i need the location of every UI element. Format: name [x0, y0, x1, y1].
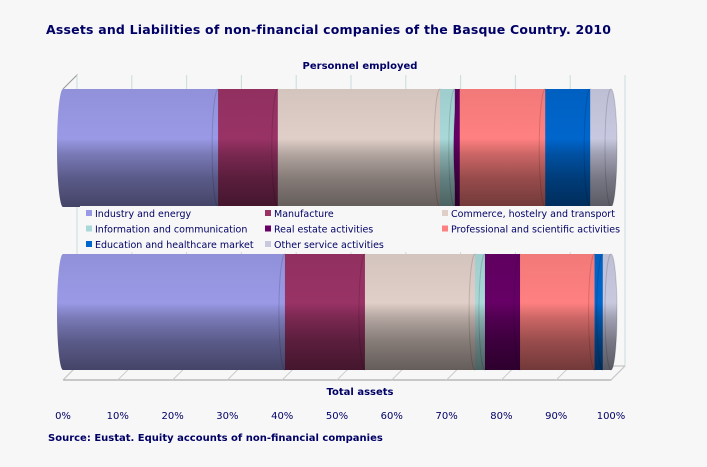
category-label: Personnel employed [303, 61, 418, 72]
legend-label: Real estate activities [274, 225, 373, 236]
bar-segment [63, 89, 219, 207]
legend-label: Other service activities [274, 240, 384, 251]
x-tick-label: 0% [55, 411, 71, 422]
bar-start-cap [57, 254, 69, 370]
bar-start-cap [57, 89, 69, 207]
legend-swatch [265, 241, 271, 247]
bar-segment [459, 89, 546, 207]
floor-gridline [610, 365, 626, 381]
legend-label: Industry and energy [95, 209, 191, 220]
bar-segment [364, 254, 476, 370]
category-label: Total assets [327, 387, 394, 398]
legend-swatch [265, 210, 271, 216]
legend-swatch [86, 225, 92, 232]
legend-label: Information and communication [95, 225, 247, 236]
x-tick-label: 50% [326, 411, 348, 422]
chart-source: Source: Eustat. Equity accounts of non-f… [48, 433, 383, 444]
x-tick-label: 20% [161, 411, 183, 422]
bar-segment-cap [604, 253, 618, 371]
bar-segment [218, 89, 278, 207]
bar-segment-cap [604, 88, 618, 208]
bar-segment [545, 89, 591, 207]
bar-segment [63, 254, 285, 370]
bar-segment [590, 89, 611, 207]
legend-swatch [86, 241, 92, 247]
bar-segment [284, 254, 365, 370]
legend-label: Professional and scientific activities [451, 225, 620, 236]
chart-title: Assets and Liabilities of non-financial … [46, 22, 612, 37]
x-tick-label: 90% [545, 411, 567, 422]
x-tick-label: 70% [435, 411, 457, 422]
legend-swatch [86, 210, 92, 216]
x-tick-label: 10% [107, 411, 129, 422]
legend-box [80, 206, 620, 252]
legend-swatch [442, 225, 448, 232]
legend-label: Education and healthcare market [95, 240, 254, 251]
x-tick-label: 100% [597, 411, 626, 422]
legend-label: Manufacture [274, 209, 334, 220]
bar-segment [277, 89, 441, 207]
x-tick-label: 30% [216, 411, 238, 422]
bar-segment [520, 254, 595, 370]
x-tick-label: 40% [271, 411, 293, 422]
legend-swatch [265, 225, 271, 232]
x-tick-label: 60% [381, 411, 403, 422]
legend-label: Commerce, hostelry and transport [451, 209, 615, 220]
x-tick-label: 80% [490, 411, 512, 422]
legend-swatch [442, 210, 448, 216]
